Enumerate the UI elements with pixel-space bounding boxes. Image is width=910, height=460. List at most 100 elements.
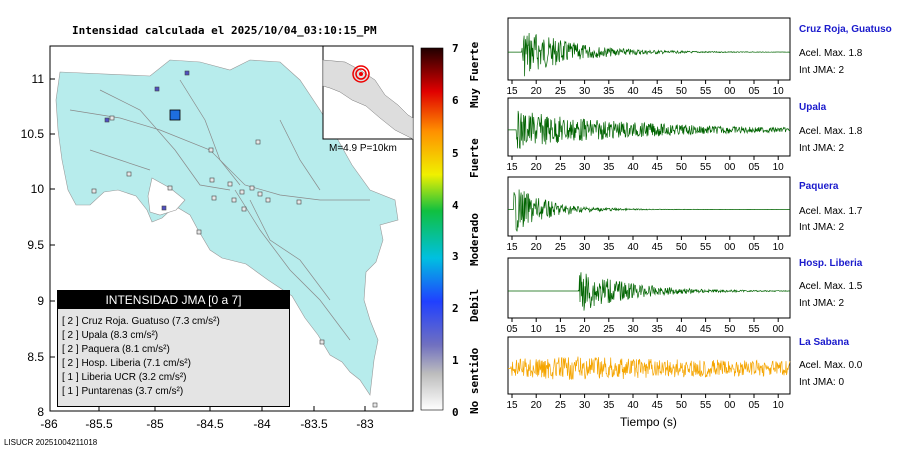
time-tick-label: 05 bbox=[748, 242, 760, 253]
time-tick-label: 15 bbox=[506, 400, 518, 411]
time-tick-label: 10 bbox=[773, 162, 785, 173]
time-tick-label: 10 bbox=[773, 242, 785, 253]
lat-tick: 8.5 bbox=[27, 350, 44, 364]
scale-word: Fuerte bbox=[468, 138, 481, 178]
time-tick-label: 00 bbox=[724, 86, 736, 97]
time-tick-label: 25 bbox=[603, 324, 615, 335]
legend-row: [ 2 ] Cruz Roja. Guatuso (7.3 cm/s²) bbox=[62, 316, 220, 327]
station-int: Int JMA: 2 bbox=[799, 298, 845, 309]
station-acel: Acel. Max. 1.8 bbox=[799, 126, 863, 137]
time-tick-label: 50 bbox=[676, 86, 688, 97]
time-tick-label: 05 bbox=[748, 400, 760, 411]
scale-tick: 1 bbox=[452, 354, 459, 367]
scale-tick: 3 bbox=[452, 250, 459, 263]
time-tick-label: 55 bbox=[700, 162, 712, 173]
legend-row: [ 2 ] Paquera (8.1 cm/s²) bbox=[62, 344, 170, 355]
time-tick-label: 15 bbox=[506, 86, 518, 97]
station-name: La Sabana bbox=[799, 337, 850, 348]
time-tick-label: 35 bbox=[603, 162, 615, 173]
time-tick-label: 35 bbox=[603, 400, 615, 411]
footer-id: LISUCR 20251004211018 bbox=[4, 438, 98, 447]
lon-tick: -83.5 bbox=[300, 417, 328, 431]
epicenter-square bbox=[169, 109, 181, 121]
time-tick-label: 25 bbox=[555, 242, 567, 253]
legend-title: INTENSIDAD JMA [0 a 7] bbox=[58, 291, 289, 309]
station-acel: Acel. Max. 1.7 bbox=[799, 206, 863, 217]
time-tick-label: 30 bbox=[579, 242, 591, 253]
time-tick-label: 00 bbox=[724, 400, 736, 411]
time-tick-label: 15 bbox=[555, 324, 567, 335]
time-tick-label: 45 bbox=[652, 400, 664, 411]
map-title: Intensidad calculada el 2025/10/04_03:10… bbox=[72, 24, 377, 37]
lon-tick: -84 bbox=[253, 417, 271, 431]
time-tick-label: 45 bbox=[700, 324, 712, 335]
station-int: Int JMA: 2 bbox=[799, 222, 845, 233]
time-tick-label: 30 bbox=[579, 400, 591, 411]
inset-map bbox=[322, 45, 414, 140]
intensity-legend: INTENSIDAD JMA [0 a 7] [ 2 ] Cruz Roja. … bbox=[57, 290, 290, 407]
lon-tick: -84.5 bbox=[196, 417, 224, 431]
waveform-trace bbox=[508, 272, 791, 311]
time-tick-label: 50 bbox=[724, 324, 736, 335]
time-tick-label: 20 bbox=[531, 242, 543, 253]
station-acel: Acel. Max. 1.5 bbox=[799, 281, 863, 292]
scale-tick: 4 bbox=[452, 199, 459, 212]
waveform-trace bbox=[508, 356, 791, 380]
lat-tick: 10 bbox=[31, 182, 45, 196]
time-tick-label: 05 bbox=[748, 162, 760, 173]
time-tick-label: 55 bbox=[700, 400, 712, 411]
time-tick-label: 05 bbox=[748, 86, 760, 97]
scale-tick: 5 bbox=[452, 147, 459, 160]
time-tick-label: 20 bbox=[531, 162, 543, 173]
lat-tick: 9 bbox=[37, 294, 44, 308]
time-tick-label: 25 bbox=[555, 86, 567, 97]
scale-word: Muy Fuerte bbox=[468, 41, 481, 108]
time-tick-label: 30 bbox=[627, 324, 639, 335]
trace-frame bbox=[507, 17, 791, 81]
station-acel: Acel. Max. 0.0 bbox=[799, 360, 863, 371]
lon-tick: -85.5 bbox=[85, 417, 113, 431]
legend-row: [ 2 ] Hosp. Liberia (7.1 cm/s²) bbox=[62, 358, 191, 369]
time-tick-label: 35 bbox=[652, 324, 664, 335]
time-tick-label: 40 bbox=[627, 400, 639, 411]
lon-tick: -85 bbox=[146, 417, 164, 431]
time-tick-label: 55 bbox=[700, 242, 712, 253]
time-tick-label: 55 bbox=[748, 324, 760, 335]
trace-frame bbox=[507, 176, 791, 237]
waveform-trace bbox=[508, 32, 791, 77]
station-acel: Acel. Max. 1.8 bbox=[799, 48, 863, 59]
station-int: Int JMA: 2 bbox=[799, 65, 845, 76]
time-tick-label: 00 bbox=[773, 324, 785, 335]
time-tick-label: 50 bbox=[676, 162, 688, 173]
time-tick-label: 15 bbox=[506, 242, 518, 253]
time-tick-label: 50 bbox=[676, 400, 688, 411]
time-tick-label: 10 bbox=[531, 324, 543, 335]
lon-tick: -86 bbox=[40, 417, 58, 431]
scale-word: Debil bbox=[468, 288, 481, 322]
time-axis-label: Tiempo (s) bbox=[620, 415, 677, 429]
time-tick-label: 45 bbox=[652, 86, 664, 97]
time-tick-label: 45 bbox=[652, 162, 664, 173]
scale-tick: 2 bbox=[452, 302, 459, 315]
lat-tick: 9.5 bbox=[27, 238, 44, 252]
time-tick-label: 20 bbox=[531, 86, 543, 97]
lon-tick: -83 bbox=[356, 417, 374, 431]
scale-tick: 6 bbox=[452, 94, 459, 107]
station-name: Hosp. Liberia bbox=[799, 258, 863, 269]
legend-row: [ 1 ] Liberia UCR (3.2 cm/s²) bbox=[62, 372, 187, 383]
time-tick-label: 00 bbox=[724, 162, 736, 173]
station-name: Upala bbox=[799, 102, 827, 113]
intensity-color-scale bbox=[420, 47, 444, 411]
scale-word: No sentido bbox=[468, 347, 481, 414]
time-tick-label: 40 bbox=[627, 86, 639, 97]
station-int: Int JMA: 0 bbox=[799, 377, 845, 388]
time-tick-label: 10 bbox=[773, 86, 785, 97]
time-tick-label: 50 bbox=[676, 242, 688, 253]
time-tick-label: 35 bbox=[603, 242, 615, 253]
time-tick-label: 00 bbox=[724, 242, 736, 253]
time-tick-label: 40 bbox=[627, 162, 639, 173]
time-tick-label: 40 bbox=[676, 324, 688, 335]
station-int: Int JMA: 2 bbox=[799, 143, 845, 154]
waveform-trace bbox=[508, 189, 791, 232]
time-tick-label: 15 bbox=[506, 162, 518, 173]
